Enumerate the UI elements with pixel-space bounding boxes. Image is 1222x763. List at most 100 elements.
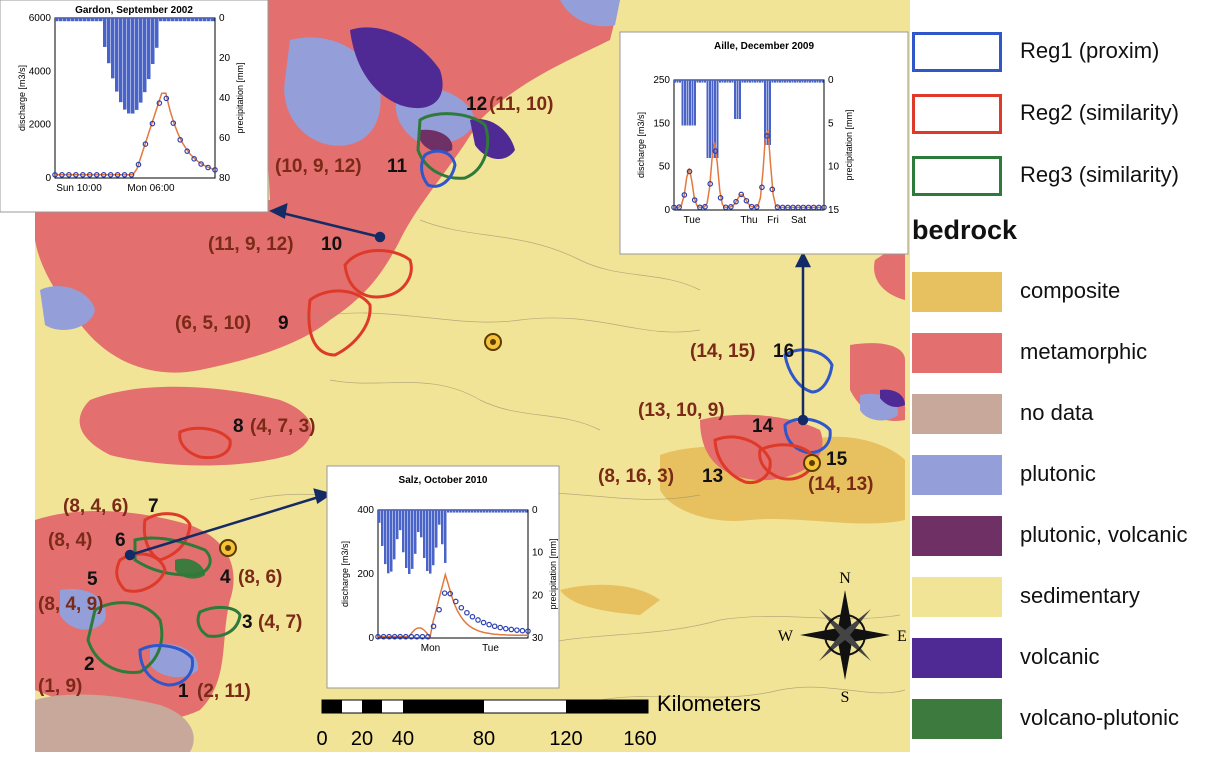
- modeled-discharge-line: [674, 129, 824, 209]
- observed-discharge-point: [681, 192, 688, 198]
- compass-e: E: [897, 628, 907, 645]
- precip-bar: [731, 80, 734, 83]
- legend-label: Reg2 (similarity): [1020, 100, 1179, 125]
- precip-bar: [203, 18, 207, 22]
- catchment-number-13: 13: [702, 466, 723, 487]
- catchment-number-11: 11: [387, 156, 408, 177]
- precip-bar: [417, 510, 420, 533]
- precip-bar: [483, 510, 486, 513]
- catchment-codes-6: (8, 4): [48, 530, 92, 551]
- precip-bar: [736, 80, 739, 119]
- precip-bar: [123, 18, 127, 110]
- observed-discharge-point: [86, 172, 93, 178]
- catchment-number-15: 15: [826, 449, 848, 470]
- catchment-number-16: 16: [773, 341, 794, 362]
- catchment-codes-5: (8, 4, 9): [38, 594, 103, 615]
- catchment-codes-13: (8, 16, 3): [598, 466, 674, 487]
- precip-bar: [402, 510, 405, 553]
- observed-discharge-point: [805, 204, 812, 211]
- compass-point-ne: [845, 609, 871, 635]
- catchment-codes-4: (8, 6): [238, 567, 282, 588]
- observed-discharge-point: [191, 156, 197, 162]
- observed-discharge-point: [810, 204, 817, 211]
- precip-bar: [405, 510, 408, 569]
- scale-seg: [566, 700, 648, 713]
- legend-swatch: [912, 333, 1002, 373]
- precip-bar: [423, 510, 426, 558]
- legend-swatch: [912, 699, 1002, 739]
- precip-bar: [806, 80, 809, 83]
- catchment-number-7: 7: [148, 496, 159, 517]
- observed-discharge-point: [712, 148, 719, 154]
- precip-bar: [459, 510, 462, 513]
- inset-xtick: Sat: [791, 215, 806, 226]
- compass-n: N: [839, 570, 851, 587]
- precip-bar: [766, 80, 769, 145]
- catchment-number-10: 10: [321, 234, 342, 255]
- observed-discharge-point: [748, 203, 755, 210]
- catchment-codes-1: (2, 11): [197, 681, 251, 702]
- precip-bar: [381, 510, 384, 546]
- observed-discharge-point: [419, 633, 426, 640]
- legend-item-bedrock: metamorphic: [910, 331, 1222, 375]
- inset-ytick: 150: [653, 118, 670, 129]
- precip-bar: [726, 80, 729, 83]
- observed-discharge-point: [107, 172, 114, 178]
- precip-bar: [684, 80, 686, 126]
- precip-bar: [779, 80, 781, 83]
- precip-bar: [706, 80, 709, 158]
- catchment-codes-15: (14, 13): [808, 474, 873, 495]
- precip-bar: [689, 80, 691, 126]
- precip-bar: [681, 80, 684, 126]
- precip-bar: [429, 510, 432, 574]
- precip-bar: [741, 80, 744, 83]
- scale-tick: 40: [392, 728, 414, 750]
- observed-discharge-point: [441, 590, 448, 596]
- precip-bar: [465, 510, 468, 513]
- catchment-number-2: 2: [84, 654, 95, 675]
- inset-y2tick: 5: [828, 118, 834, 129]
- observed-discharge-point: [774, 204, 781, 210]
- catchment-codes-11: (10, 9, 12): [275, 156, 362, 177]
- inset-aille-title: Aille, December 2009: [714, 41, 814, 52]
- inset-ylabel: discharge [m3/s]: [340, 541, 350, 607]
- compass-point-se: [845, 635, 871, 661]
- compass-point-w: [800, 628, 845, 642]
- observed-discharge-point: [184, 148, 190, 154]
- inset-y2label: precipitation [mm]: [235, 62, 245, 133]
- precip-bar: [159, 18, 163, 22]
- precip-bar: [701, 80, 704, 83]
- arrowhead-salz: [313, 488, 333, 505]
- observed-discharge-point: [702, 203, 708, 210]
- observed-discharge-point: [722, 204, 729, 211]
- precip-bar: [510, 510, 513, 513]
- precip-bar: [127, 18, 131, 114]
- observed-discharge-point: [717, 195, 724, 201]
- precip-bar: [679, 80, 681, 83]
- metamorphic-area: [79, 386, 312, 466]
- plutonic-area: [60, 589, 106, 630]
- precip-bar: [143, 18, 147, 93]
- legend-label: volcanic: [1020, 644, 1100, 669]
- catchment-outlines: [86, 112, 834, 687]
- observed-discharge-point: [676, 204, 682, 210]
- observed-discharge-point: [671, 204, 677, 211]
- precip-bar: [87, 18, 91, 22]
- precip-bar: [471, 510, 474, 513]
- observed-discharge-point: [212, 167, 218, 173]
- precip-bar: [480, 510, 483, 513]
- observed-discharge-point: [816, 204, 822, 211]
- observed-discharge-point: [380, 633, 387, 640]
- precip-bar: [399, 510, 402, 531]
- precip-bar: [103, 18, 107, 47]
- inset-y2tick: 0: [219, 13, 225, 24]
- precip-bar: [746, 80, 749, 83]
- observed-discharge-point: [73, 172, 79, 178]
- observed-discharge-point: [425, 633, 431, 640]
- observed-discharge-point: [464, 609, 470, 616]
- observed-discharge-point: [163, 95, 170, 102]
- precip-bar: [99, 18, 103, 22]
- precip-bar: [59, 18, 63, 22]
- precip-bar: [749, 80, 751, 83]
- catchment-number-3: 3: [242, 612, 253, 633]
